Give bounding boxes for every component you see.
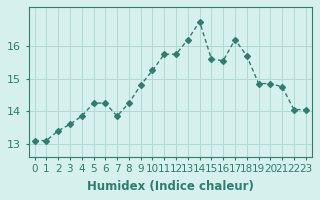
X-axis label: Humidex (Indice chaleur): Humidex (Indice chaleur)	[87, 180, 253, 193]
